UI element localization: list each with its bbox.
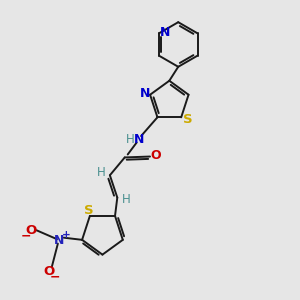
Text: H: H xyxy=(97,166,105,179)
Text: N: N xyxy=(140,87,150,100)
Text: H: H xyxy=(126,133,135,146)
Text: S: S xyxy=(84,204,93,217)
Text: +: + xyxy=(61,230,70,240)
Text: H: H xyxy=(122,194,130,206)
Text: N: N xyxy=(160,26,171,39)
Text: −: − xyxy=(20,229,31,242)
Text: O: O xyxy=(43,266,55,278)
Text: S: S xyxy=(183,113,193,126)
Text: N: N xyxy=(134,133,144,146)
Text: O: O xyxy=(25,224,36,237)
Text: O: O xyxy=(151,148,161,162)
Text: N: N xyxy=(54,234,64,247)
Text: −: − xyxy=(50,271,60,284)
